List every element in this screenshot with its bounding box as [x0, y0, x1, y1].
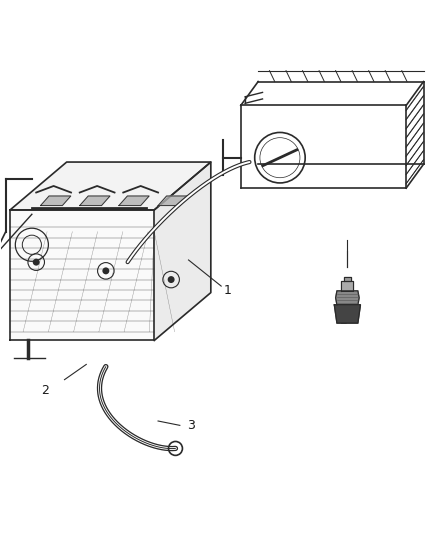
Polygon shape: [10, 210, 154, 341]
Circle shape: [33, 259, 40, 265]
Polygon shape: [341, 281, 353, 291]
Text: 2: 2: [339, 314, 347, 327]
Polygon shape: [158, 196, 188, 206]
Polygon shape: [41, 196, 71, 206]
Polygon shape: [119, 196, 149, 206]
Polygon shape: [80, 196, 110, 206]
Polygon shape: [10, 162, 211, 210]
Circle shape: [168, 276, 175, 283]
Polygon shape: [334, 305, 360, 323]
Circle shape: [102, 268, 110, 274]
Text: 2: 2: [41, 384, 49, 397]
Polygon shape: [344, 277, 351, 281]
Text: 1: 1: [224, 284, 232, 297]
Polygon shape: [336, 291, 359, 305]
Polygon shape: [154, 162, 211, 341]
Text: 3: 3: [187, 419, 194, 432]
